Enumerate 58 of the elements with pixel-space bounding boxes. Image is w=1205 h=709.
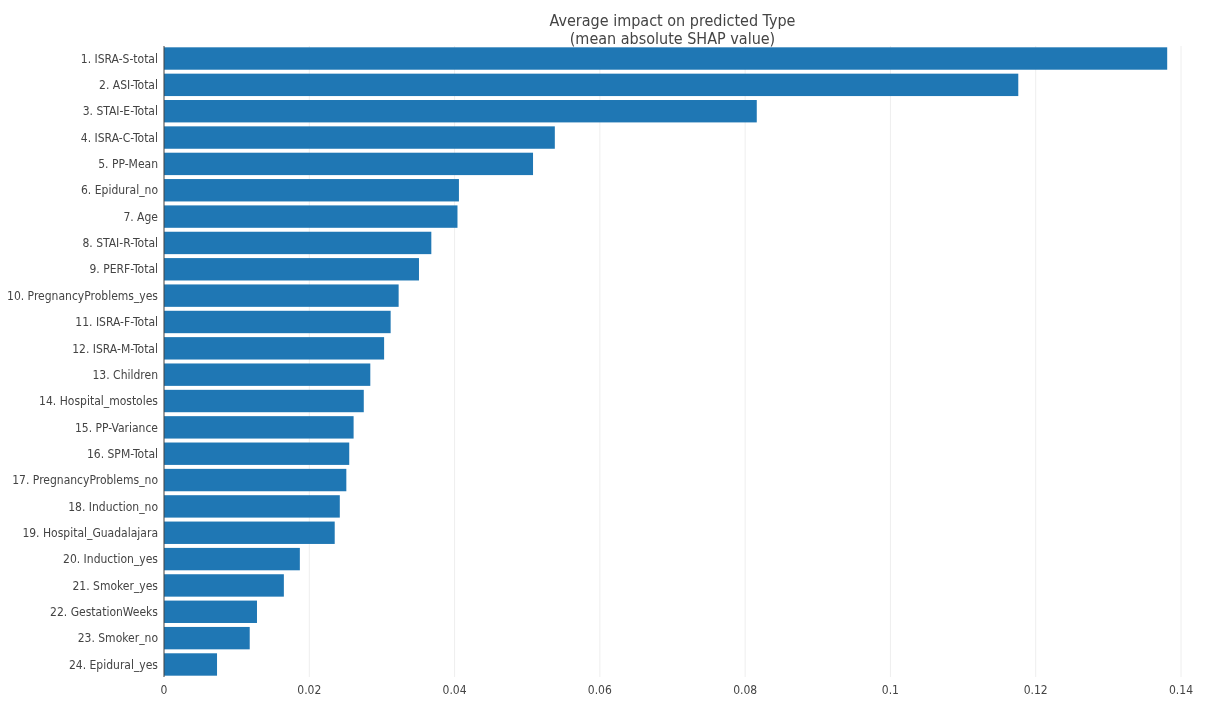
- bar: [164, 442, 350, 465]
- x-tick-label: 0.1: [881, 683, 900, 697]
- y-tick-label: 4. ISRA-C-Total: [80, 130, 158, 145]
- y-tick-label: 9. PERF-Total: [89, 262, 158, 277]
- y-tick-label: 6. Epidural_no: [81, 183, 159, 198]
- bar: [164, 389, 364, 413]
- y-tick-label: 7. Age: [123, 209, 159, 224]
- bar: [164, 47, 1168, 70]
- y-tick-label: 22. GestationWeeks: [50, 604, 159, 619]
- chart-title: Average impact on predicted Type: [549, 11, 796, 30]
- chart-subtitle: (mean absolute SHAP value): [569, 29, 776, 48]
- bar: [164, 468, 347, 492]
- x-tick-label: 0: [160, 683, 168, 697]
- y-tick-label: 10. PregnancyProblems_yes: [7, 288, 159, 303]
- y-tick-label: 14. Hospital_mostoles: [39, 394, 159, 409]
- bar: [164, 337, 385, 360]
- y-tick-label: 20. Induction_yes: [63, 552, 159, 567]
- y-tick-label: 12. ISRA-M-Total: [72, 341, 158, 356]
- y-tick-label: 16. SPM-Total: [86, 446, 158, 461]
- bar: [164, 363, 371, 386]
- x-tick-label: 0.12: [1023, 683, 1048, 697]
- y-tick-label: 24. Epidural_yes: [68, 657, 159, 672]
- y-tick-label: 5. PP-Mean: [98, 157, 158, 172]
- bar: [164, 284, 399, 307]
- y-tick-label: 17. PregnancyProblems_no: [12, 473, 159, 488]
- bar: [164, 126, 555, 149]
- y-tick-label: 15. PP-Variance: [74, 420, 159, 435]
- bar: [164, 179, 459, 202]
- y-tick-label: 18. Induction_no: [68, 499, 159, 514]
- y-tick-label: 11. ISRA-F-Total: [75, 315, 158, 330]
- bar: [164, 152, 534, 176]
- bar: [164, 73, 1019, 97]
- y-tick-label: 2. ASI-Total: [99, 78, 158, 93]
- bar: [164, 653, 218, 676]
- x-tick-label: 0.06: [587, 683, 612, 697]
- y-tick-label: 8. STAI-R-Total: [82, 236, 158, 251]
- y-tick-label: 1. ISRA-S-total: [80, 51, 158, 66]
- y-tick-label: 21. Smoker_yes: [72, 578, 159, 593]
- bar: [164, 205, 458, 228]
- bar: [164, 626, 250, 650]
- bar: [164, 231, 432, 255]
- y-tick-label: 23. Smoker_no: [77, 631, 159, 646]
- y-tick-label: 3. STAI-E-Total: [82, 104, 158, 119]
- x-tick-label: 0.02: [297, 683, 322, 697]
- bar: [164, 547, 300, 571]
- bar: [164, 600, 257, 623]
- x-tick-label: 0.04: [442, 683, 467, 697]
- bar: [164, 310, 391, 334]
- x-tick-label: 0.14: [1168, 683, 1194, 697]
- x-tick-label: 0.08: [733, 683, 758, 697]
- bar: [164, 574, 284, 597]
- bar: [164, 258, 419, 281]
- bar: [164, 521, 335, 544]
- bar: [164, 495, 340, 518]
- bar: [164, 416, 354, 439]
- y-tick-label: 13. Children: [92, 367, 158, 382]
- bar: [164, 100, 757, 123]
- y-tick-label: 19. Hospital_Guadalajara: [22, 525, 158, 540]
